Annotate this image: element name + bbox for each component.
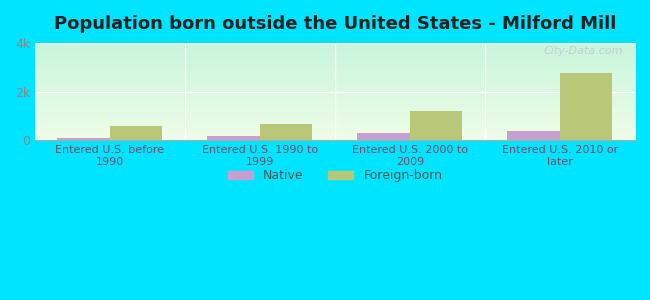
Bar [57, 138, 110, 140]
Bar [358, 134, 410, 140]
Text: City-Data.com: City-Data.com [543, 46, 623, 56]
Bar [260, 124, 313, 140]
Title: Population born outside the United States - Milford Mill: Population born outside the United State… [54, 15, 616, 33]
Bar [410, 111, 463, 140]
Bar [110, 126, 162, 140]
Bar [560, 73, 612, 140]
Legend: Native, Foreign-born: Native, Foreign-born [223, 164, 447, 188]
Bar [207, 136, 260, 140]
Bar [508, 131, 560, 140]
